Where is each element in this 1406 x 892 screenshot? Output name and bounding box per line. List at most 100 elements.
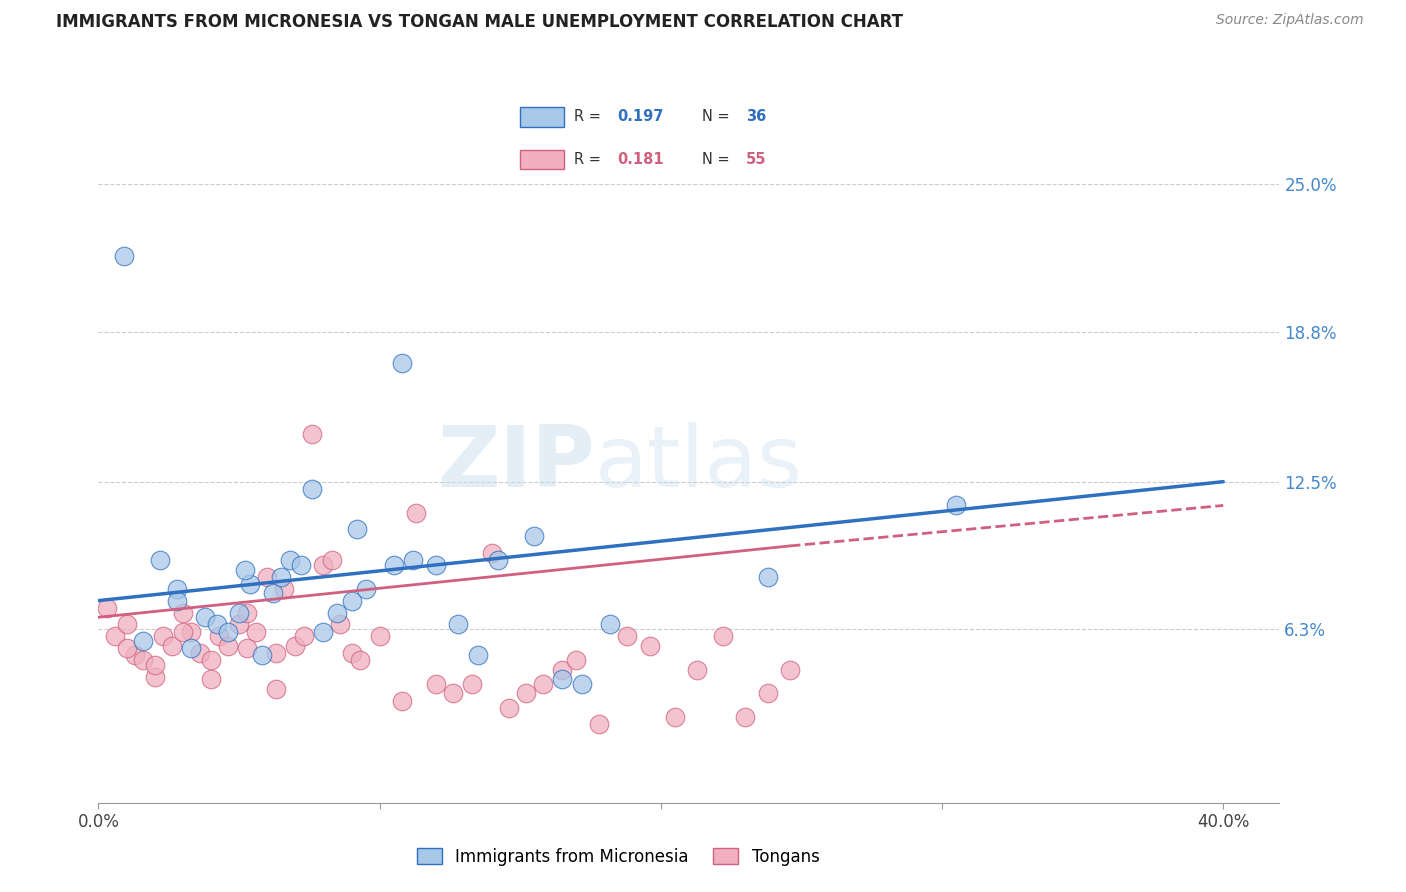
Point (180, 641, 202, 656)
Point (326, 606, 349, 620)
Point (391, 693, 413, 707)
Point (217, 639, 239, 653)
Point (515, 686, 537, 700)
Point (523, 529, 546, 543)
Point (143, 670, 166, 684)
Point (301, 427, 323, 442)
Point (172, 606, 194, 620)
Point (217, 624, 239, 639)
Point (256, 570, 278, 584)
Point (278, 553, 301, 567)
Point (115, 617, 138, 632)
Point (340, 593, 363, 607)
Point (349, 653, 371, 667)
Point (194, 610, 217, 624)
Point (132, 653, 155, 667)
Point (711, 629, 734, 643)
Point (551, 663, 574, 677)
Point (321, 553, 343, 567)
Point (143, 657, 166, 672)
Point (599, 617, 621, 632)
Point (149, 553, 172, 567)
Text: ZIP: ZIP (437, 422, 595, 506)
Point (686, 663, 709, 677)
Point (166, 593, 188, 607)
Point (205, 617, 228, 632)
Point (264, 681, 287, 696)
Point (166, 582, 188, 596)
Text: Source: ZipAtlas.com: Source: ZipAtlas.com (1216, 13, 1364, 28)
Point (250, 648, 273, 663)
Point (292, 629, 315, 643)
Point (551, 672, 574, 686)
Point (481, 546, 503, 560)
Text: N =: N = (702, 110, 734, 124)
Point (486, 553, 509, 567)
Point (124, 648, 146, 663)
Point (239, 577, 262, 591)
Point (236, 606, 259, 620)
Point (329, 617, 352, 632)
Point (152, 629, 174, 643)
Point (208, 629, 231, 643)
Point (200, 672, 222, 686)
Point (447, 617, 470, 632)
Point (340, 646, 363, 660)
Point (425, 677, 447, 691)
Point (200, 653, 222, 667)
Point (270, 570, 292, 584)
Point (112, 249, 135, 263)
Point (498, 700, 520, 714)
Point (115, 641, 138, 656)
Point (236, 641, 259, 656)
Text: 0.181: 0.181 (617, 153, 664, 167)
Text: 36: 36 (745, 110, 766, 124)
Bar (520, 107, 564, 127)
Point (734, 710, 756, 724)
Point (405, 506, 427, 520)
Text: N =: N = (702, 153, 734, 167)
Point (284, 639, 307, 653)
Point (262, 586, 284, 600)
Point (616, 629, 638, 643)
Point (160, 639, 183, 653)
Point (354, 582, 377, 596)
Point (531, 677, 554, 691)
Point (945, 499, 967, 513)
Text: IMMIGRANTS FROM MICRONESIA VS TONGAN MALE UNEMPLOYMENT CORRELATION CHART: IMMIGRANTS FROM MICRONESIA VS TONGAN MAL… (56, 13, 903, 31)
Point (382, 558, 405, 572)
Point (467, 648, 489, 663)
Point (664, 710, 686, 724)
Point (368, 629, 391, 643)
Point (228, 606, 250, 620)
Bar (520, 150, 564, 169)
Legend: Immigrants from Micronesia, Tongans: Immigrants from Micronesia, Tongans (411, 841, 827, 872)
Point (756, 570, 779, 584)
Point (104, 629, 127, 643)
Point (233, 563, 256, 577)
Point (779, 663, 801, 677)
Point (245, 624, 267, 639)
Text: atlas: atlas (595, 422, 803, 506)
Point (441, 686, 464, 700)
Text: R =: R = (574, 110, 605, 124)
Point (391, 356, 413, 370)
Point (132, 634, 155, 648)
Text: 55: 55 (745, 153, 766, 167)
Point (273, 582, 295, 596)
Point (301, 482, 323, 496)
Point (461, 677, 484, 691)
Point (565, 653, 588, 667)
Point (588, 717, 610, 731)
Point (312, 558, 335, 572)
Point (638, 639, 661, 653)
Point (264, 646, 287, 660)
Point (96, 600, 118, 615)
Text: R =: R = (574, 153, 605, 167)
Point (425, 558, 447, 572)
Point (346, 522, 368, 536)
Point (571, 677, 593, 691)
Point (228, 617, 250, 632)
Point (312, 624, 335, 639)
Text: 0.197: 0.197 (617, 110, 664, 124)
